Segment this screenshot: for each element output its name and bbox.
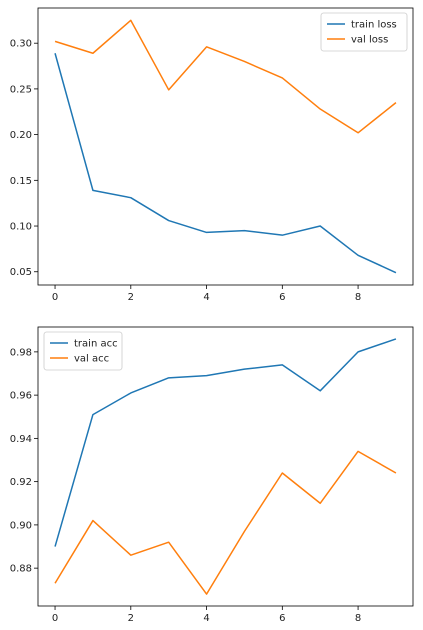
series-line-val-loss	[54, 19, 397, 134]
y-tick-label: 0.30	[10, 39, 32, 50]
chart-panel-1: 0 2 4 6 8 0.05 0.10 0.15 0.20 0.25 0.30 train loss v…	[10, 7, 414, 303]
x-tick-label: 6	[279, 613, 285, 624]
y-tick-label: 0.20	[10, 130, 32, 141]
y-tick-label: 0.25	[10, 84, 32, 95]
x-tick-label: 4	[203, 292, 209, 303]
x-tick-label: 2	[128, 292, 134, 303]
y-tick-label: 0.90	[10, 520, 32, 531]
plot-frame	[37, 326, 414, 607]
legend-label: train loss	[351, 20, 397, 31]
y-tick-label: 0.94	[10, 434, 32, 445]
series-line-train-acc	[54, 338, 397, 547]
series-line-val-acc	[54, 450, 397, 595]
y-tick-label: 0.96	[10, 391, 32, 402]
x-tick-label: 8	[355, 613, 361, 624]
y-tick-label: 0.15	[10, 176, 32, 187]
y-tick-label: 0.92	[10, 477, 32, 488]
legend-box	[43, 331, 123, 371]
legend-label: val loss	[351, 35, 388, 46]
series-line-train-loss	[54, 53, 397, 274]
y-tick-label: 0.88	[10, 564, 32, 575]
legend: train loss val loss	[320, 12, 408, 52]
y-tick-label: 0.10	[10, 222, 32, 233]
y-tick-label: 0.98	[10, 347, 32, 358]
legend-box	[320, 12, 408, 52]
legend: train acc val acc	[43, 331, 123, 371]
chart-panel-2: 0 2 4 6 8 0.88 0.90 0.92 0.94 0.96 0.98 train acc va…	[10, 326, 414, 624]
y-tick-label: 0.05	[10, 267, 32, 278]
legend-label: val acc	[74, 354, 109, 365]
x-tick-label: 6	[279, 292, 285, 303]
plot-frame	[37, 7, 414, 286]
x-tick-label: 2	[128, 613, 134, 624]
x-tick-label: 8	[355, 292, 361, 303]
legend-label: train acc	[74, 339, 118, 350]
x-tick-label: 0	[52, 292, 58, 303]
x-tick-label: 0	[52, 613, 58, 624]
x-tick-label: 4	[203, 613, 209, 624]
